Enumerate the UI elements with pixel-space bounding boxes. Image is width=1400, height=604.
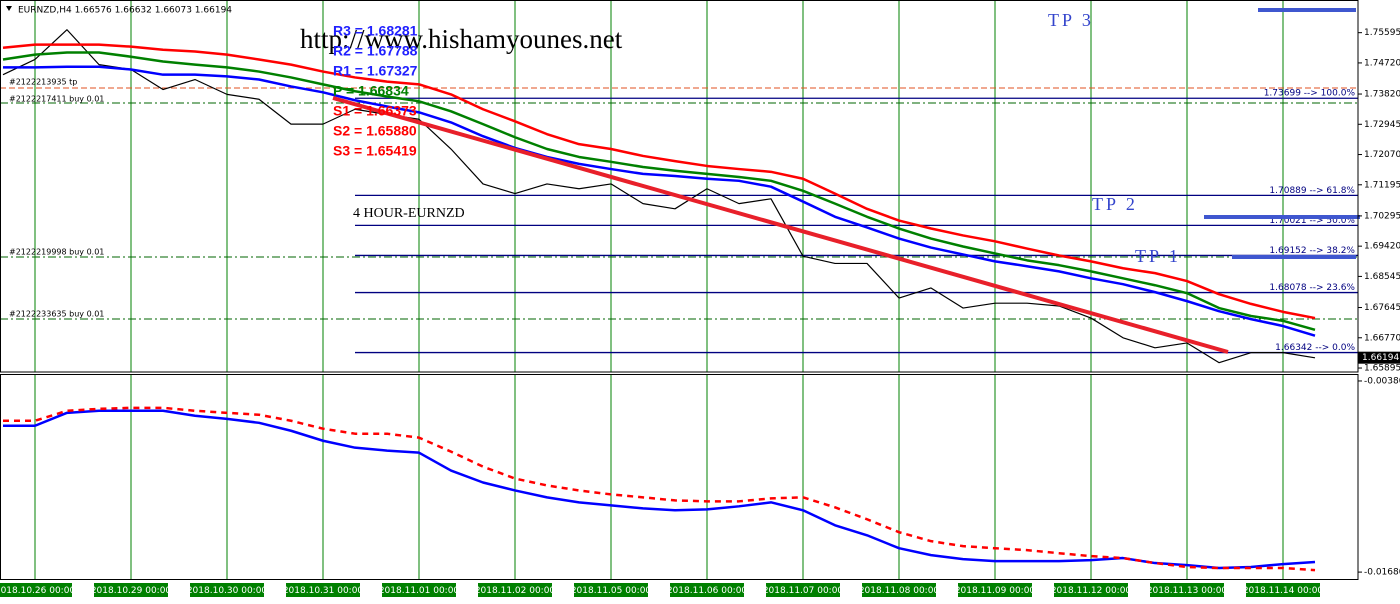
trend-line xyxy=(332,96,1229,354)
y-tick-label: 1.72945 xyxy=(1364,120,1400,130)
x-tick-label: 2018.10.26 00:00 xyxy=(0,586,75,596)
header: EURNZD,H4 1.66576 1.66632 1.66073 1.6619… xyxy=(18,6,232,16)
x-tick-box xyxy=(382,583,456,597)
pivot-label: S3 = 1.65419 xyxy=(333,143,417,159)
x-tick-label: 2018.11.02 00:00 xyxy=(475,586,556,596)
fib-label: 1.68078 --> 23.6% xyxy=(1269,283,1355,293)
fib-label: 1.70021 --> 50.0% xyxy=(1269,216,1355,226)
y-tick-label: 1.71195 xyxy=(1364,180,1400,190)
caption: 4 HOUR-EURNZD xyxy=(353,206,465,221)
watermark: http://www.hishamyounes.net xyxy=(300,24,623,54)
grid xyxy=(34,0,1284,580)
last-price-box xyxy=(1358,351,1400,364)
osc-frame xyxy=(0,374,1359,580)
y-tick-label: 1.73820 xyxy=(1364,90,1400,100)
y-tick-label: 1.70295 xyxy=(1364,211,1400,221)
fib-label: 1.66342 --> 0.0% xyxy=(1275,343,1355,353)
x-tick-label: 2018.11.06 00:00 xyxy=(667,586,748,596)
x-tick-label: 2018.11.14 00:00 xyxy=(1243,586,1324,596)
main-pane: #2122213935 tp #2122217411 buy 0.01 #212… xyxy=(0,29,1358,364)
y-tick-label: -0.016805 xyxy=(1364,568,1400,578)
x-tick-box xyxy=(190,583,264,597)
order-label: #2122233635 buy 0.01 xyxy=(9,310,104,319)
y-tick-label: 1.66770 xyxy=(1364,333,1400,343)
main-frame xyxy=(0,0,1359,373)
x-tick-box xyxy=(1150,583,1224,597)
y-tick-label: 1.68545 xyxy=(1364,272,1400,282)
y-tick-label: -0.003803 xyxy=(1364,376,1400,386)
y-tick-label: 1.74720 xyxy=(1364,58,1400,68)
series-line xyxy=(2,29,1316,364)
x-tick-box xyxy=(1246,583,1320,597)
x-tick-box xyxy=(478,583,552,597)
x-tick-label: 2018.11.12 00:00 xyxy=(1051,586,1132,596)
x-tick-label: 2018.11.05 00:00 xyxy=(571,586,652,596)
y-tick-label: 1.65895 xyxy=(1364,364,1400,374)
oscillator-pane xyxy=(3,406,1316,572)
x-tick-label: 2018.11.13 00:00 xyxy=(1147,586,1228,596)
order-label: #2122213935 tp xyxy=(9,78,77,87)
series-line xyxy=(2,51,1316,332)
annotations: http://www.hishamyounes.net 4 HOUR-EURNZ… xyxy=(6,6,1360,266)
x-tick-label: 2018.10.31 00:00 xyxy=(283,586,364,596)
x-tick-label: 2018.10.30 00:00 xyxy=(187,586,268,596)
x-tick-label: 2018.10.29 00:00 xyxy=(91,586,172,596)
y-tick-label: 1.75595 xyxy=(1364,28,1400,38)
x-tick-box xyxy=(766,583,840,597)
fib-label: 1.69152 --> 38.2% xyxy=(1269,246,1355,256)
series-line xyxy=(2,43,1316,320)
x-tick-label: 2018.11.09 00:00 xyxy=(955,586,1036,596)
pivot-label: R2 = 1.67788 xyxy=(333,43,418,59)
x-tick-label: 2018.11.01 00:00 xyxy=(379,586,460,596)
tp-label: TP 1 xyxy=(1135,246,1181,266)
pivot-label: P = 1.66834 xyxy=(333,83,409,99)
x-tick-box xyxy=(286,583,360,597)
last-price-label: 1.66194 xyxy=(1362,353,1399,363)
tp-label: TP 3 xyxy=(1048,10,1094,30)
pivot-label: R1 = 1.67327 xyxy=(333,63,418,79)
pivot-label: R3 = 1.68281 xyxy=(333,23,418,39)
x-tick-box xyxy=(0,583,72,597)
x-tick-label: 2018.11.08 00:00 xyxy=(859,586,940,596)
order-label: #2122219998 buy 0.01 xyxy=(9,248,104,257)
tp-label: TP 2 xyxy=(1092,194,1138,214)
series-line xyxy=(3,406,1316,572)
series-line xyxy=(3,65,1316,337)
y-tick-label: 1.72070 xyxy=(1364,150,1400,160)
x-tick-label: 2018.11.07 00:00 xyxy=(763,586,844,596)
order-label: #2122217411 buy 0.01 xyxy=(9,95,104,104)
pivot-label: S2 = 1.65880 xyxy=(333,123,417,139)
fib-label: 1.73699 --> 100.0% xyxy=(1264,89,1356,99)
y-tick-label: 1.69420 xyxy=(1364,242,1400,252)
y-tick-label: 1.67645 xyxy=(1364,303,1400,313)
series-line xyxy=(3,409,1316,570)
x-tick-box xyxy=(670,583,744,597)
x-tick-box xyxy=(94,583,168,597)
symbol-icon xyxy=(6,6,12,11)
x-tick-box xyxy=(1054,583,1128,597)
x-tick-box xyxy=(574,583,648,597)
pivot-label: S1 = 1.66373 xyxy=(333,103,417,119)
x-tick-box xyxy=(862,583,936,597)
fib-label: 1.70889 --> 61.8% xyxy=(1269,186,1355,196)
x-tick-box xyxy=(958,583,1032,597)
